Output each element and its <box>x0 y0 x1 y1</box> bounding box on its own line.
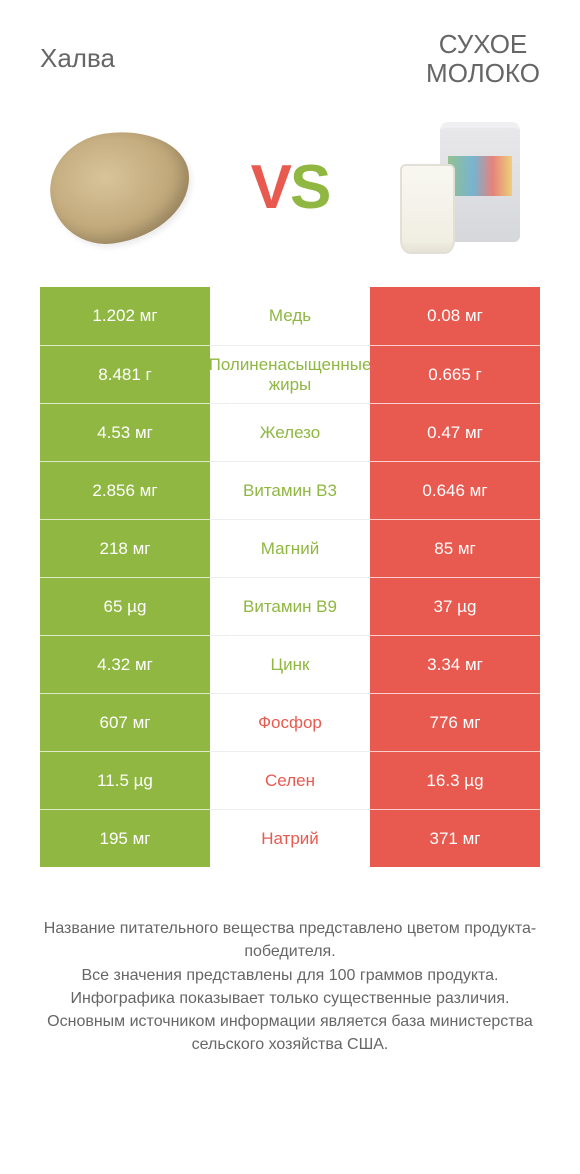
table-row: 4.53 мгЖелезо0.47 мг <box>40 403 540 461</box>
footer-line3: Инфографика показывает только существенн… <box>71 990 510 1007</box>
nutrient-label: Полиненасыщенные жиры <box>210 345 370 403</box>
nutrient-label: Натрий <box>210 809 370 867</box>
nutrient-label: Железо <box>210 403 370 461</box>
nutrient-label: Фосфор <box>210 693 370 751</box>
footer-line2: Все значения представлены для 100 граммо… <box>81 967 498 984</box>
footer-line4: Основным источником информации является … <box>47 1013 533 1053</box>
halva-icon <box>43 123 197 251</box>
right-title-line2: МОЛОКО <box>426 58 540 88</box>
table-row: 195 мгНатрий371 мг <box>40 809 540 867</box>
right-title-line1: СУХОЕ <box>439 29 527 59</box>
right-value: 371 мг <box>370 809 540 867</box>
left-value: 8.481 г <box>40 345 210 403</box>
footer-text: Название питательного вещества представл… <box>30 917 550 1056</box>
right-product-title: СУХОЕ МОЛОКО <box>426 30 540 87</box>
header: Халва СУХОЕ МОЛОКО <box>0 0 580 97</box>
right-value: 0.08 мг <box>370 287 540 345</box>
left-value: 1.202 мг <box>40 287 210 345</box>
right-value: 0.47 мг <box>370 403 540 461</box>
table-row: 11.5 µgСелен16.3 µg <box>40 751 540 809</box>
vs-label: VS <box>251 152 330 223</box>
nutrient-label: Медь <box>210 287 370 345</box>
right-value: 3.34 мг <box>370 635 540 693</box>
nutrient-label: Цинк <box>210 635 370 693</box>
table-row: 2.856 мгВитамин B30.646 мг <box>40 461 540 519</box>
table-row: 8.481 гПолиненасыщенные жиры0.665 г <box>40 345 540 403</box>
right-value: 0.646 мг <box>370 461 540 519</box>
left-product-title: Халва <box>40 43 115 74</box>
milk-image <box>380 107 540 267</box>
table-row: 65 µgВитамин B937 µg <box>40 577 540 635</box>
table-row: 1.202 мгМедь0.08 мг <box>40 287 540 345</box>
nutrient-label: Витамин B9 <box>210 577 370 635</box>
table-row: 218 мгМагний85 мг <box>40 519 540 577</box>
right-value: 16.3 µg <box>370 751 540 809</box>
right-value: 85 мг <box>370 519 540 577</box>
footer-line1: Название питательного вещества представл… <box>44 920 536 960</box>
left-value: 218 мг <box>40 519 210 577</box>
left-value: 11.5 µg <box>40 751 210 809</box>
left-value: 4.32 мг <box>40 635 210 693</box>
right-value: 0.665 г <box>370 345 540 403</box>
left-value: 4.53 мг <box>40 403 210 461</box>
vs-s: S <box>290 153 329 222</box>
nutrient-label: Селен <box>210 751 370 809</box>
vs-v: V <box>251 153 290 222</box>
table-row: 4.32 мгЦинк3.34 мг <box>40 635 540 693</box>
right-value: 37 µg <box>370 577 540 635</box>
left-value: 65 µg <box>40 577 210 635</box>
left-value: 607 мг <box>40 693 210 751</box>
left-value: 2.856 мг <box>40 461 210 519</box>
milk-icon <box>390 112 530 262</box>
nutrient-label: Магний <box>210 519 370 577</box>
nutrient-table: 1.202 мгМедь0.08 мг8.481 гПолиненасыщенн… <box>40 287 540 867</box>
left-value: 195 мг <box>40 809 210 867</box>
right-value: 776 мг <box>370 693 540 751</box>
nutrient-label: Витамин B3 <box>210 461 370 519</box>
image-row: VS <box>0 97 580 287</box>
table-row: 607 мгФосфор776 мг <box>40 693 540 751</box>
halva-image <box>40 107 200 267</box>
